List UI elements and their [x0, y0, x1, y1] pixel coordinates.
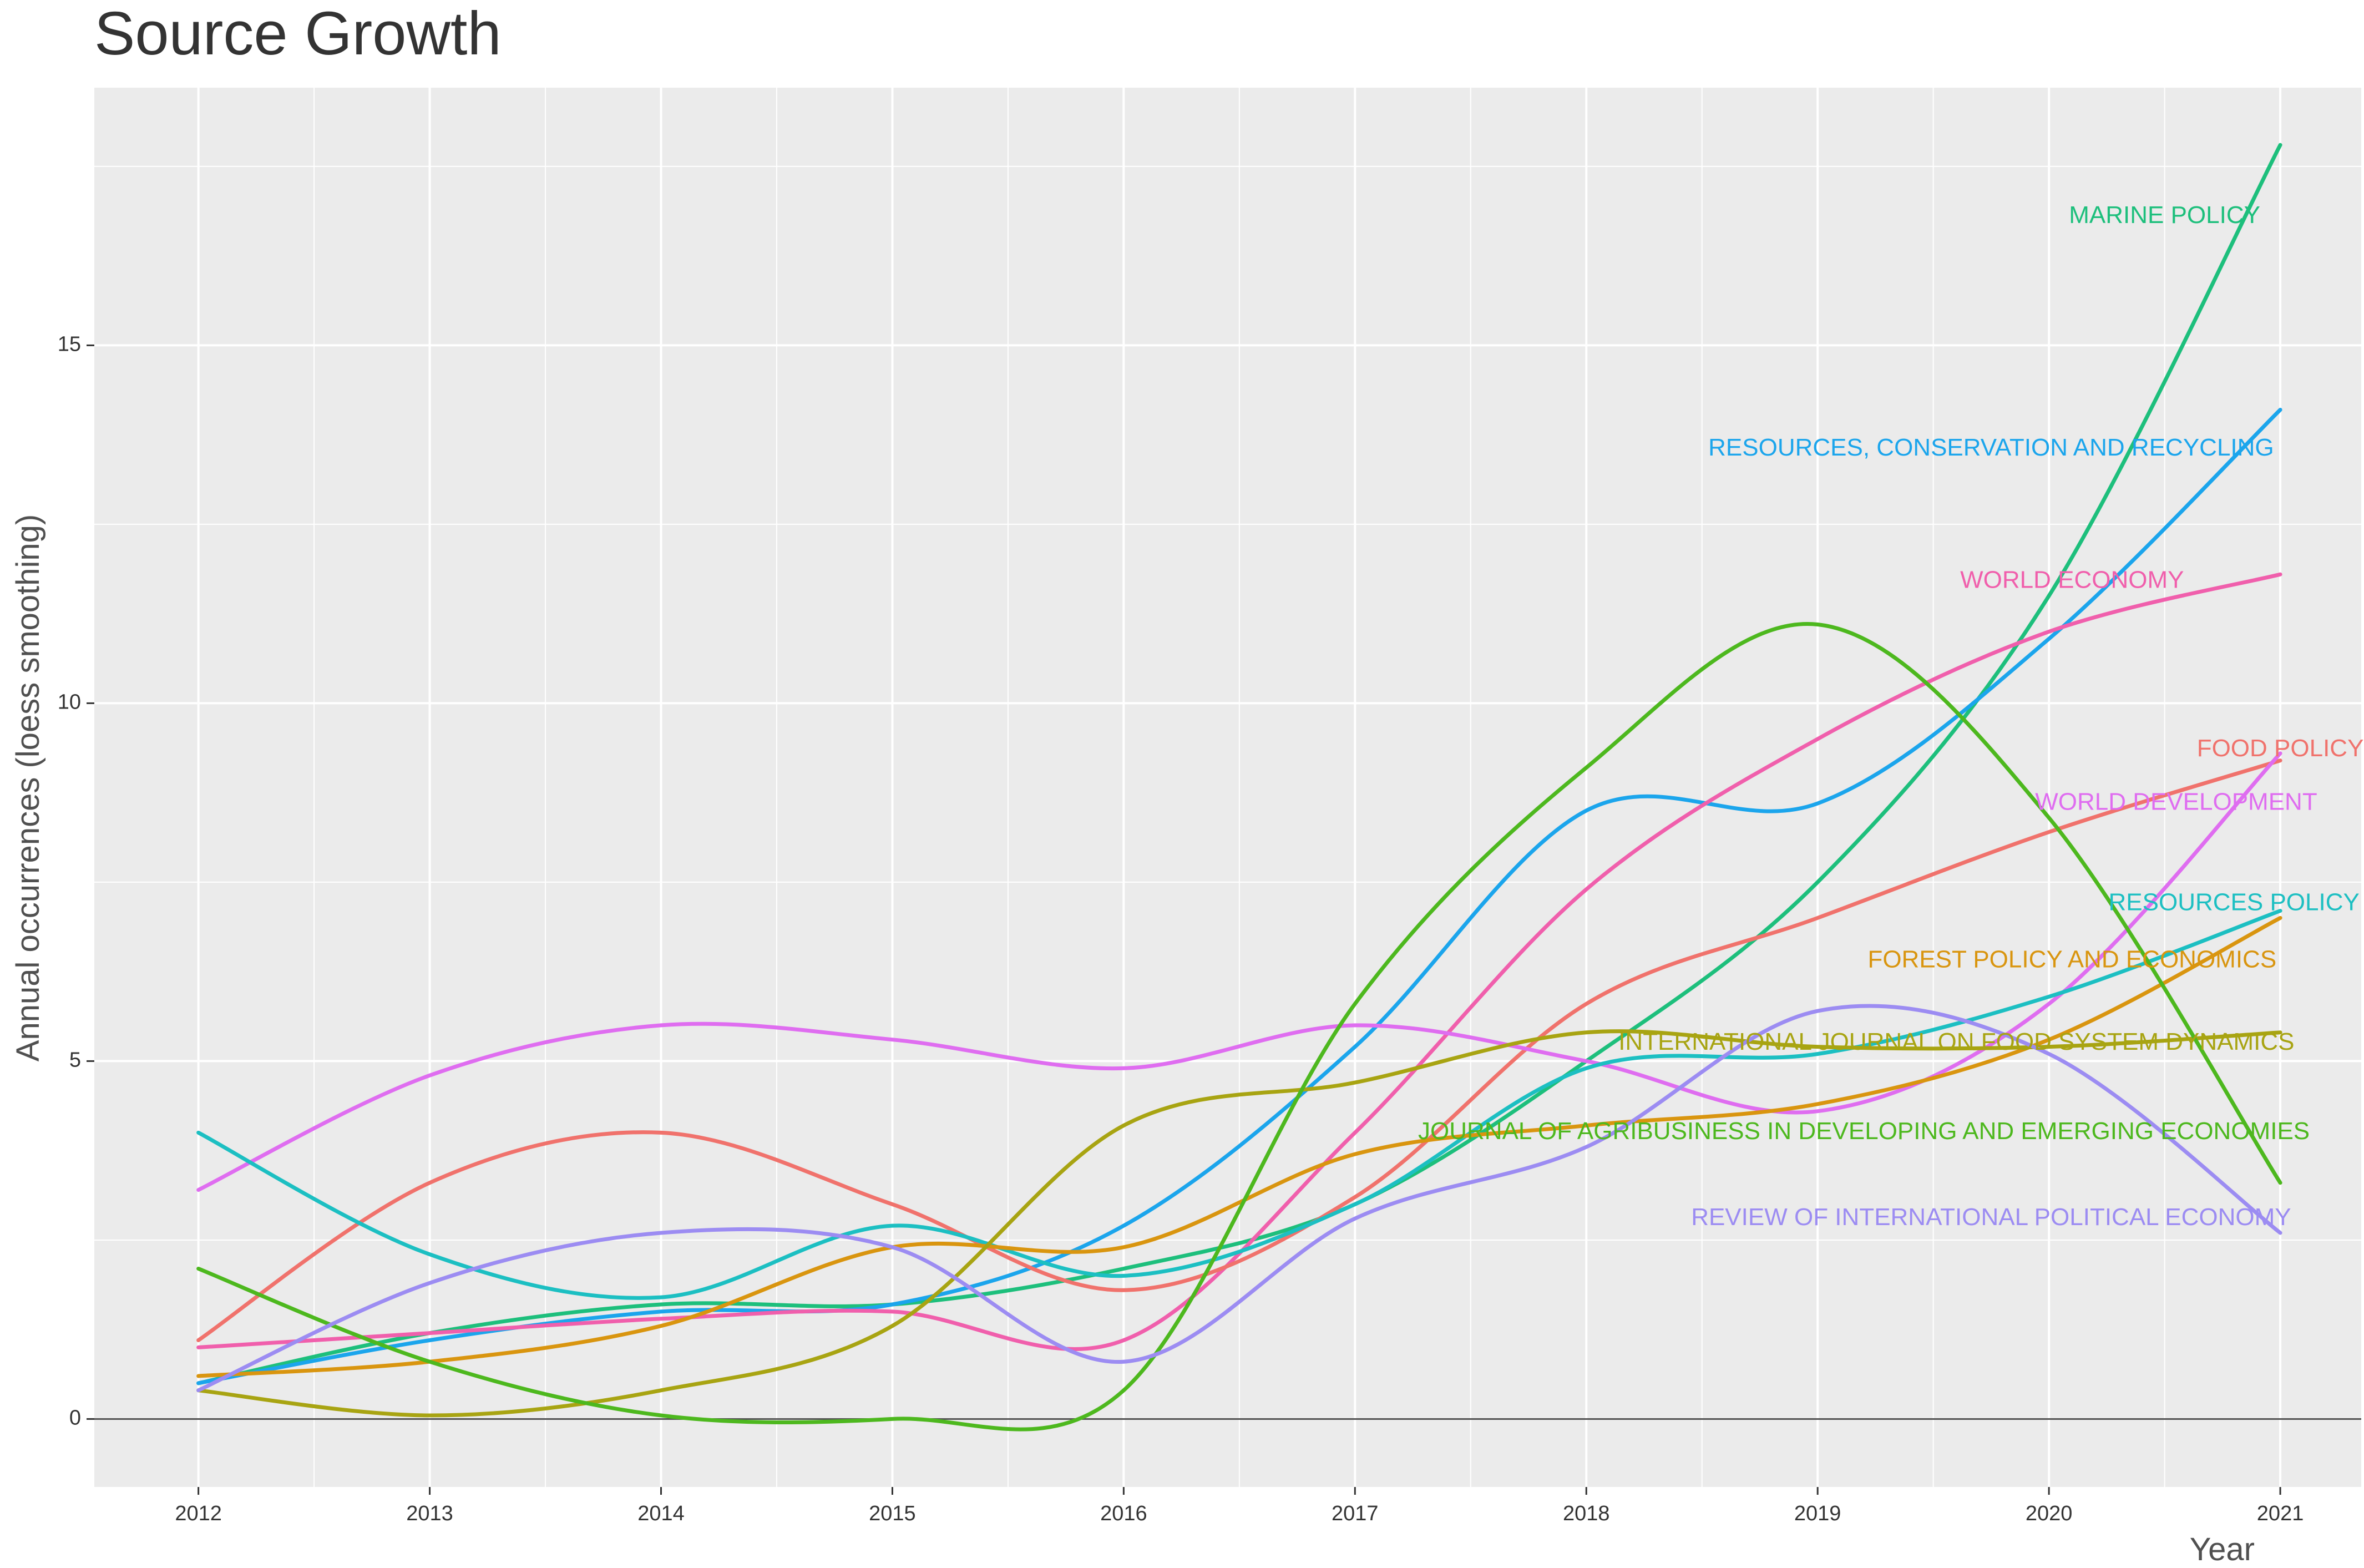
- minor-gridlines: [94, 88, 2361, 1487]
- series-label-food-policy: FOOD POLICY: [2197, 735, 2364, 762]
- x-tick-label: 2014: [637, 1502, 685, 1525]
- x-tick-label: 2012: [175, 1502, 222, 1525]
- x-axis-ticks: 2012 2013 2014 2015 2016 2017 2018 2019 2020 2021: [175, 1487, 2304, 1525]
- x-axis-title: Year: [2190, 1531, 2255, 1567]
- chart-title: Source Growth: [94, 0, 502, 68]
- y-axis-title: Annual occurrences (loess smoothing): [10, 514, 46, 1061]
- series-line-world-development: [196, 751, 2282, 1192]
- series-lines: [196, 143, 2282, 1432]
- series-label-review-of-international-political-economy: REVIEW OF INTERNATIONAL POLITICAL ECONOM…: [1691, 1203, 2291, 1231]
- series-label-international-journal-on-food-system-dynamics: INTERNATIONAL JOURNAL ON FOOD SYSTEM DYN…: [1618, 1028, 2294, 1055]
- series-label-marine-policy: MARINE POLICY: [2069, 201, 2260, 229]
- x-tick-label: 2020: [2026, 1502, 2073, 1525]
- x-tick-label: 2019: [1794, 1502, 1841, 1525]
- y-tick-label: 0: [69, 1406, 81, 1429]
- series-line-world-economy: [196, 572, 2282, 1351]
- series-labels: MARINE POLICY RESOURCES, CONSERVATION AND…: [1418, 201, 2363, 1231]
- series-label-world-economy: WORLD ECONOMY: [1960, 566, 2184, 594]
- series-label-resources-conservation-and-recycling: RESOURCES, CONSERVATION AND RECYCLING: [1708, 434, 2274, 461]
- x-tick-label: 2015: [869, 1502, 916, 1525]
- x-tick-label: 2017: [1332, 1502, 1379, 1525]
- series-line-forest-policy-and-economics: [196, 915, 2282, 1378]
- series-line-food-policy: [196, 758, 2282, 1342]
- series-line-international-journal-on-food-system-dynamics: [196, 1029, 2282, 1418]
- series-label-forest-policy-and-economics: FOREST POLICY AND ECONOMICS: [1867, 945, 2276, 973]
- y-axis-ticks: 0 5 10 15: [58, 332, 94, 1429]
- series-line-journal-of-agribusiness-in-developing-and-emerging-economies: [196, 622, 2282, 1432]
- series-label-resources-policy: RESOURCES POLICY: [2109, 888, 2360, 915]
- series-line-review-of-international-political-economy: [196, 1004, 2282, 1393]
- series-label-world-development: WORLD DEVELOPMENT: [2035, 788, 2317, 816]
- x-tick-label: 2018: [1563, 1502, 1610, 1525]
- y-tick-label: 15: [58, 332, 81, 356]
- y-tick-label: 5: [69, 1048, 81, 1071]
- x-tick-label: 2013: [406, 1502, 453, 1525]
- series-label-journal-of-agribusiness-in-developing-and-emerging-economies: JOURNAL OF AGRIBUSINESS IN DEVELOPING AN…: [1418, 1117, 2310, 1145]
- x-tick-label: 2021: [2257, 1502, 2304, 1525]
- x-tick-label: 2016: [1100, 1502, 1147, 1525]
- series-line-resources-policy: [196, 909, 2282, 1300]
- y-tick-label: 10: [58, 690, 81, 714]
